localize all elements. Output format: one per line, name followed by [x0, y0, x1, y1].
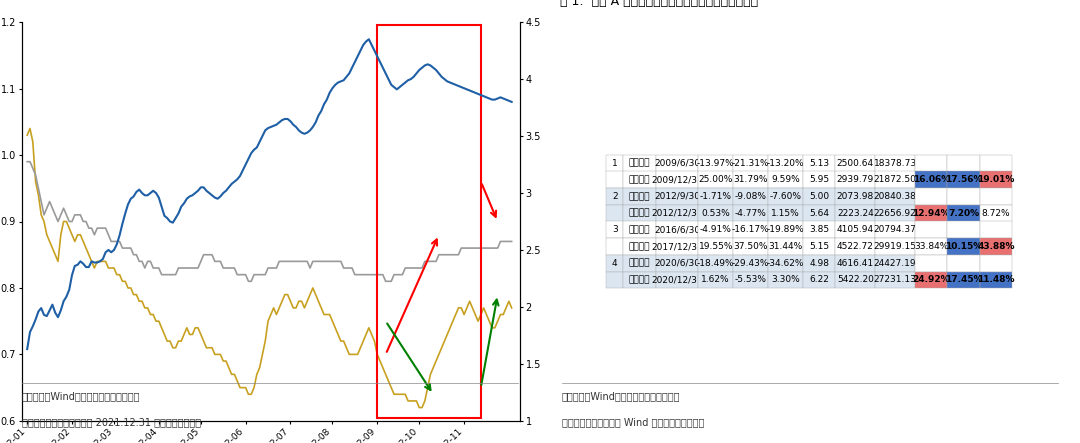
恒生指数（右） [284, 299, 297, 304]
Text: 数据来源：Wind，广发证券发展研究中心: 数据来源：Wind，广发证券发展研究中心 [22, 391, 140, 401]
美国:国债收益率:10年 [382, 77, 395, 82]
Line: 上证综指: 上证综指 [27, 162, 512, 281]
恒生指数（右） [21, 132, 33, 138]
上证综指 [71, 212, 84, 218]
Line: 恒生指数（右）: 恒生指数（右） [27, 128, 512, 408]
上证综指 [342, 265, 355, 271]
上证综指 [40, 206, 53, 211]
上证综指 [242, 279, 255, 284]
美国:国债收益率:10年 [281, 117, 294, 122]
Text: 表 1:  港股 A 股盈利同时上修阶段，港股弹性往往更大: 表 1: 港股 A 股盈利同时上修阶段，港股弹性往往更大 [559, 0, 758, 8]
美国:国债收益率:10年 [363, 37, 376, 42]
恒生指数（右） [73, 232, 86, 237]
恒生指数（右） [505, 305, 518, 311]
上证综指 [21, 159, 33, 164]
美国:国债收益率:10年 [21, 346, 33, 352]
Text: 注：全部港股数据依据 Wind 板块数据浏览器测算: 注：全部港股数据依据 Wind 板块数据浏览器测算 [562, 417, 704, 427]
Text: 注：恒生指数和上证指数自 2021.12.31 为起点标准化处理: 注：恒生指数和上证指数自 2021.12.31 为起点标准化处理 [22, 417, 201, 427]
美国:国债收益率:10年 [71, 262, 84, 268]
Line: 美国:国债收益率:10年: 美国:国债收益率:10年 [27, 39, 512, 349]
恒生指数（右） [29, 179, 42, 184]
Bar [377, 26, 481, 417]
上证综指 [505, 239, 518, 244]
美国:国债收益率:10年 [505, 99, 518, 105]
恒生指数（右） [342, 352, 355, 357]
恒生指数（右） [24, 126, 37, 131]
美国:国债收益率:10年 [340, 74, 353, 79]
上证综指 [382, 279, 395, 284]
美国:国债收益率:10年 [40, 313, 53, 319]
恒生指数（右） [382, 378, 395, 384]
恒生指数（右） [43, 239, 56, 244]
上证综指 [284, 259, 297, 264]
美国:国债收益率:10年 [26, 324, 39, 329]
上证综指 [26, 166, 39, 171]
恒生指数（右） [413, 405, 426, 410]
Text: 数据来源：Wind，广发证券发展研究中心: 数据来源：Wind，广发证券发展研究中心 [562, 391, 680, 401]
